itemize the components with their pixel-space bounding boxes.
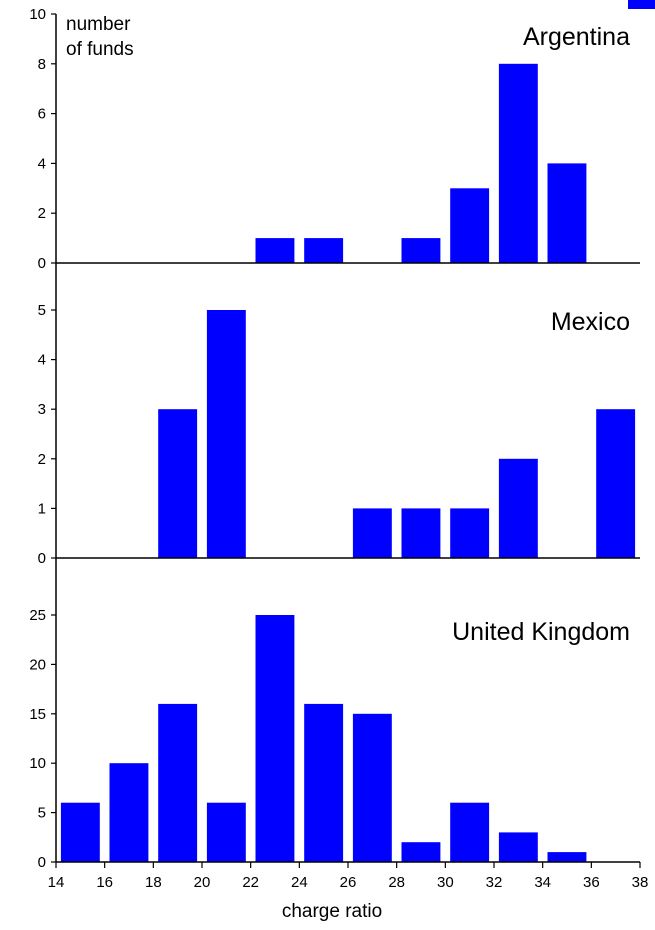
bar [158, 703, 198, 862]
bar [304, 238, 344, 263]
bar [450, 802, 490, 862]
bar [255, 615, 295, 862]
x-tick-label: 26 [340, 874, 357, 891]
bar [255, 238, 295, 263]
bar [498, 63, 538, 263]
bar [352, 713, 392, 862]
y-tick-label: 1 [38, 500, 46, 517]
y-tick-label: 4 [38, 352, 46, 369]
x-tick-label: 14 [48, 874, 65, 891]
chart-panels: 0 2 4 6 8 10 Argentina number of funds 0 1 2 3 4 5 Mexi… [29, 6, 640, 871]
bar [304, 703, 344, 862]
panel-title: Argentina [523, 23, 630, 51]
bar [547, 852, 587, 862]
x-tick-label: 22 [242, 874, 259, 891]
y-tick-label: 5 [38, 805, 46, 822]
y-tick-label: 5 [38, 302, 46, 319]
x-tick-label: 34 [534, 874, 551, 891]
y-tick-label: 6 [38, 106, 46, 123]
x-tick-label: 20 [194, 874, 211, 891]
bar [596, 409, 636, 558]
x-tick-label: 16 [96, 874, 113, 891]
panel-1: 0 1 2 3 4 5 Mexico [38, 263, 640, 567]
bar [352, 508, 392, 558]
y-tick-label: 0 [38, 854, 46, 871]
x-axis-title: charge ratio [282, 901, 382, 922]
y-tick-label: 15 [29, 706, 46, 723]
y-tick-label: 0 [38, 255, 46, 272]
y-tick-label: 2 [38, 205, 46, 222]
bar [401, 238, 441, 263]
x-tick-label: 38 [632, 874, 649, 891]
panel-title: Mexico [551, 308, 630, 336]
x-tick-label: 36 [583, 874, 600, 891]
y-tick-label: 20 [29, 656, 46, 673]
x-axis: 14 16 18 20 22 24 26 28 30 32 34 36 38 [48, 862, 649, 891]
panel-title: United Kingdom [452, 618, 630, 646]
x-tick-label: 18 [145, 874, 162, 891]
bar [60, 802, 100, 862]
bar [401, 508, 441, 558]
bar [498, 832, 538, 862]
x-tick-label: 30 [437, 874, 454, 891]
y-tick-label: 25 [29, 607, 46, 624]
x-tick-label: 32 [486, 874, 503, 891]
x-tick-label: 24 [291, 874, 308, 891]
bar [450, 188, 490, 263]
y-tick-label: 8 [38, 56, 46, 73]
y-tick-label: 10 [29, 755, 46, 772]
bar [158, 409, 198, 558]
y-axis-title: number of funds [66, 14, 134, 60]
y-tick-label: 4 [38, 155, 46, 172]
bar [498, 458, 538, 558]
bar [547, 163, 587, 263]
y-tick-label: 0 [38, 550, 46, 567]
x-tick-label: 28 [388, 874, 405, 891]
y-tick-label: 10 [29, 6, 46, 23]
corner-mark [628, 0, 655, 9]
bar [109, 763, 149, 862]
bar [206, 802, 246, 862]
bar [401, 842, 441, 862]
panel-0: 0 2 4 6 8 10 Argentina number of funds [29, 6, 640, 272]
y-tick-label: 3 [38, 401, 46, 418]
bar [206, 310, 246, 558]
bar [450, 508, 490, 558]
y-tick-label: 2 [38, 451, 46, 468]
panel-2: 0 5 10 15 20 25 United Kingdom [29, 558, 640, 871]
